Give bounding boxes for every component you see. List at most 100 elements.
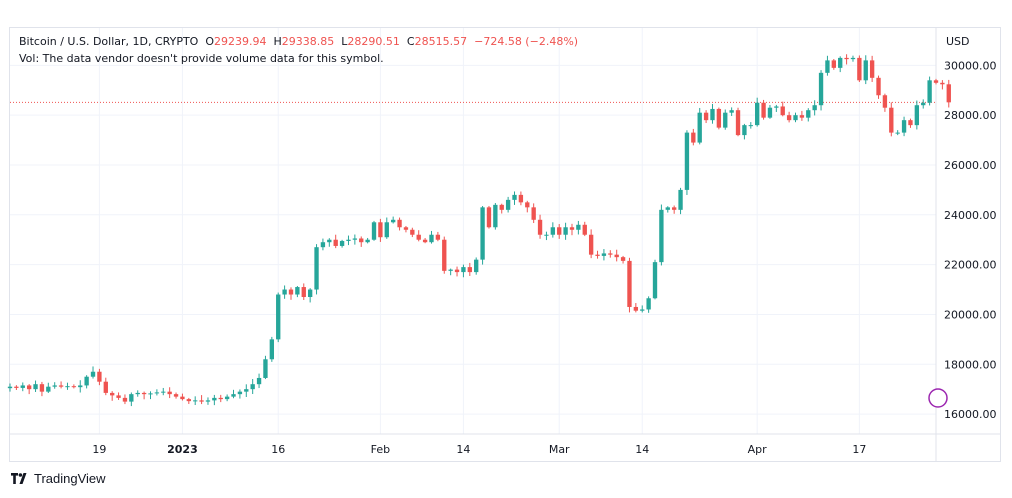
y-tick-label: 30000.00 bbox=[944, 59, 997, 72]
candle bbox=[640, 309, 645, 311]
candle bbox=[588, 234, 594, 255]
candle bbox=[537, 219, 543, 235]
candle bbox=[218, 397, 223, 400]
x-tick-label: Feb bbox=[371, 443, 390, 456]
candle bbox=[180, 396, 185, 400]
candle bbox=[518, 194, 524, 203]
candle bbox=[946, 84, 951, 103]
candle bbox=[863, 60, 868, 81]
candle bbox=[52, 385, 57, 387]
tradingview-brand[interactable]: TradingView bbox=[11, 471, 106, 486]
candle bbox=[780, 106, 785, 116]
candle bbox=[659, 209, 664, 263]
candle bbox=[71, 386, 77, 388]
chart-frame bbox=[9, 27, 1001, 462]
candle bbox=[703, 112, 709, 121]
candle bbox=[665, 207, 670, 210]
candle bbox=[391, 219, 396, 223]
candle bbox=[671, 207, 677, 210]
candle bbox=[135, 392, 140, 395]
candle bbox=[569, 227, 575, 230]
candle bbox=[410, 229, 415, 235]
y-tick-label: 20000.00 bbox=[944, 308, 997, 321]
candle bbox=[282, 289, 287, 295]
candle bbox=[78, 385, 83, 388]
candle bbox=[697, 112, 702, 143]
candle bbox=[818, 72, 824, 106]
candle bbox=[167, 391, 172, 395]
x-tick-label: 14 bbox=[456, 443, 470, 456]
candle bbox=[422, 239, 428, 243]
candle bbox=[882, 95, 888, 108]
candle bbox=[716, 108, 722, 128]
candle bbox=[301, 287, 306, 298]
y-tick-label: 28000.00 bbox=[944, 109, 997, 122]
y-tick-label: 18000.00 bbox=[944, 358, 997, 371]
candle bbox=[435, 234, 441, 240]
candle bbox=[205, 400, 211, 402]
x-tick-label: Mar bbox=[549, 443, 570, 456]
candle bbox=[65, 386, 70, 388]
candle bbox=[889, 107, 894, 133]
candle bbox=[429, 234, 434, 243]
candle bbox=[505, 199, 511, 210]
candle bbox=[276, 294, 281, 340]
candle bbox=[557, 227, 562, 235]
x-tick-label: 17 bbox=[852, 443, 866, 456]
candle bbox=[461, 267, 466, 273]
candle bbox=[576, 224, 581, 230]
candle bbox=[940, 82, 945, 85]
candle bbox=[544, 234, 549, 236]
candle bbox=[799, 115, 805, 118]
candle bbox=[327, 239, 332, 243]
candle bbox=[250, 384, 255, 390]
candle bbox=[652, 262, 658, 299]
candle bbox=[148, 393, 153, 395]
x-tick-label: 16 bbox=[271, 443, 285, 456]
candle bbox=[122, 397, 128, 402]
candle bbox=[359, 238, 364, 243]
candle bbox=[793, 115, 798, 121]
candle bbox=[288, 289, 294, 295]
x-tick-label: Apr bbox=[748, 443, 768, 456]
candle bbox=[116, 395, 121, 398]
brand-name: TradingView bbox=[34, 471, 106, 486]
candle bbox=[90, 371, 96, 377]
candle bbox=[403, 227, 409, 230]
candle bbox=[595, 254, 600, 256]
candle bbox=[7, 386, 13, 389]
candle bbox=[927, 80, 932, 103]
candle bbox=[601, 253, 607, 256]
candle bbox=[582, 224, 587, 235]
candle bbox=[933, 80, 939, 83]
candle bbox=[467, 267, 472, 273]
candle bbox=[723, 112, 728, 128]
open-value: 29239.94 bbox=[214, 35, 267, 48]
candle bbox=[857, 57, 862, 81]
candle bbox=[416, 234, 421, 240]
candle bbox=[346, 239, 351, 241]
candle bbox=[263, 359, 268, 378]
candle bbox=[755, 102, 760, 126]
candle bbox=[684, 132, 690, 190]
candle bbox=[844, 57, 849, 60]
candle bbox=[365, 239, 370, 243]
candle bbox=[614, 254, 619, 258]
x-tick-label: 14 bbox=[635, 443, 649, 456]
candle bbox=[46, 386, 51, 392]
candle bbox=[825, 60, 830, 73]
candle bbox=[646, 298, 651, 310]
marker-icon bbox=[928, 388, 948, 408]
candle bbox=[831, 60, 836, 68]
candle bbox=[224, 396, 230, 400]
candle bbox=[512, 194, 517, 200]
candle bbox=[525, 202, 530, 208]
candle bbox=[110, 392, 115, 396]
candle bbox=[269, 339, 275, 360]
candle bbox=[442, 239, 447, 271]
candle bbox=[620, 257, 626, 261]
candle bbox=[914, 105, 920, 126]
x-tick-label: 19 bbox=[92, 443, 106, 456]
candle bbox=[806, 110, 811, 118]
